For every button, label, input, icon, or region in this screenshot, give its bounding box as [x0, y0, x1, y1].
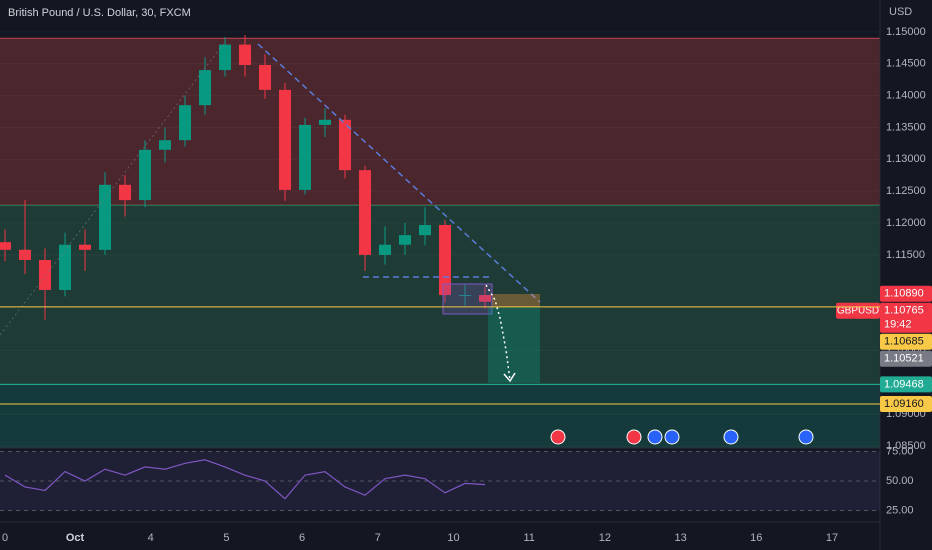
y-tick-label: 1.08500 — [886, 440, 926, 452]
countdown: 19:42 — [884, 319, 912, 331]
candle-body — [239, 44, 251, 66]
y-tick-label: 1.11500 — [886, 249, 925, 261]
projection-arrow — [485, 284, 511, 381]
price-tag-label: 1.10685 — [884, 336, 924, 348]
x-tick-label: 5 — [223, 532, 229, 544]
rsi-line — [4, 459, 486, 500]
x-tick-label: 4 — [148, 532, 154, 544]
candle-body — [179, 105, 191, 141]
events — [550, 429, 814, 445]
x-tick-label: 11 — [523, 532, 534, 544]
x-tick-label: Oct — [66, 532, 85, 544]
event-icon — [626, 429, 642, 445]
y-tick-label: 1.12000 — [886, 217, 926, 229]
candle-body — [119, 184, 131, 201]
price-tag — [880, 376, 932, 393]
price-tag-label: 1.10521 — [884, 353, 924, 365]
y-tick-label: 50.00 — [886, 475, 914, 487]
candle-body — [299, 124, 311, 190]
price-tag-label: 1.09160 — [884, 398, 924, 410]
candle-body — [199, 70, 211, 106]
x-tick-label: 10 — [447, 532, 459, 544]
candle-body — [0, 242, 11, 250]
trend-line — [0, 41, 226, 336]
candle-body — [139, 149, 151, 201]
event-icon — [664, 429, 680, 445]
y-tick-label: 75.00 — [886, 445, 914, 457]
price-tag-label: 1.10765 — [884, 305, 924, 317]
range-box — [442, 283, 493, 315]
y-tick-label: 1.14500 — [886, 58, 926, 70]
event-icon — [798, 429, 814, 445]
target-box — [488, 307, 540, 383]
candle-body — [39, 260, 51, 290]
y-tick-label: 1.13500 — [886, 121, 926, 133]
candle-body — [359, 170, 371, 255]
y-tick-label: 1.12500 — [886, 185, 926, 197]
price-tag — [880, 285, 932, 302]
candle-body — [19, 249, 31, 261]
candle-body — [479, 295, 491, 302]
candle-body — [259, 65, 271, 90]
candle-body — [279, 89, 291, 190]
price-tag-label: 1.09468 — [884, 378, 924, 390]
candle-body — [339, 119, 351, 171]
chart-title: British Pound / U.S. Dollar, 30, FXCM — [8, 7, 191, 19]
drawings — [0, 41, 541, 383]
x-tick-label: 7 — [375, 532, 381, 544]
event-icon — [550, 429, 566, 445]
y-tick-label: 1.13000 — [886, 153, 926, 165]
arrow-head — [503, 372, 516, 383]
x-tick-label: 6 — [299, 532, 305, 544]
x-tick-label: 16 — [750, 532, 762, 544]
price-tag — [880, 350, 932, 367]
candle-body — [319, 119, 331, 125]
candle-body — [99, 184, 111, 250]
price-tag — [880, 302, 932, 333]
y-tick-label: 1.15000 — [886, 26, 926, 38]
candle-body — [159, 140, 171, 150]
candle-body — [399, 235, 411, 245]
event-icon — [723, 429, 739, 445]
y-tick-label: 1.14000 — [886, 89, 926, 101]
trend-line — [257, 43, 541, 303]
x-tick-label: 0 — [2, 532, 8, 544]
y-tick-label: 25.00 — [886, 504, 914, 516]
event-icon — [647, 429, 663, 445]
price-tag — [880, 396, 932, 413]
candle-body — [59, 244, 71, 290]
candle-body — [219, 44, 231, 71]
price-tag — [880, 333, 932, 350]
price-tag-label: 1.10890 — [884, 288, 924, 300]
symbol-label: GBPUSD — [837, 305, 879, 316]
x-tick-label: 17 — [826, 532, 838, 544]
candle-body — [79, 244, 91, 250]
candle-body — [419, 224, 431, 236]
x-tick-label: 12 — [599, 532, 611, 544]
candle-body — [459, 295, 471, 297]
stop-box — [492, 294, 540, 307]
candle-body — [379, 244, 391, 255]
currency: USD — [889, 6, 912, 18]
lower-zone — [0, 384, 880, 448]
x-tick-label: 13 — [674, 532, 686, 544]
